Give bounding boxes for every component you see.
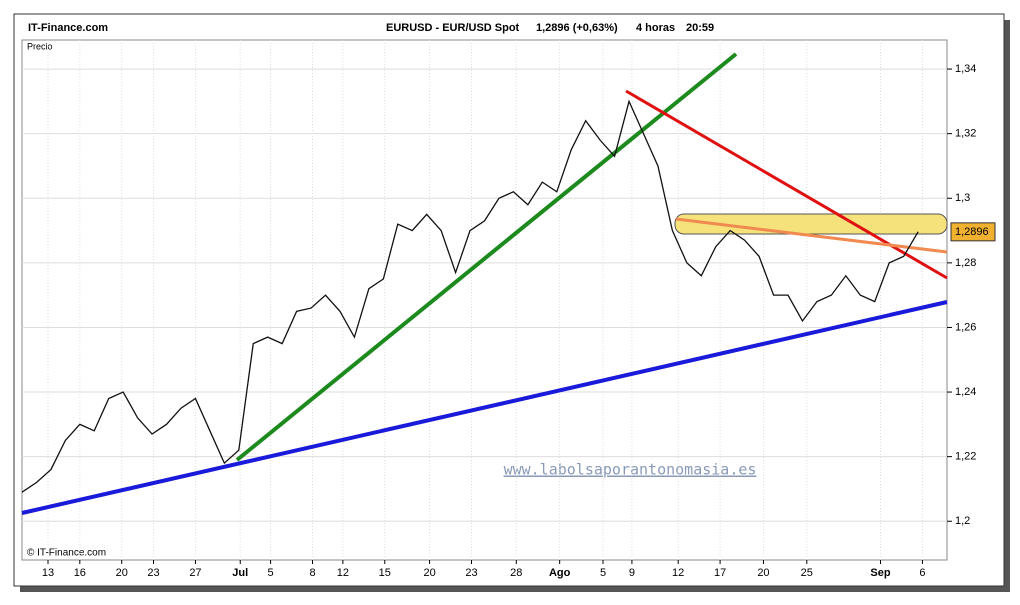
price-line xyxy=(21,99,919,493)
last-price-box xyxy=(950,222,996,242)
x-tick-label: 25 xyxy=(801,567,813,579)
x-tick-label: Jul xyxy=(232,567,248,579)
x-tick-label: 6 xyxy=(919,567,925,579)
x-tick-label: 20 xyxy=(423,567,435,579)
x-tick-label: 9 xyxy=(629,567,635,579)
x-tick-label: 20 xyxy=(116,567,128,579)
y-tick-label: 1,28 xyxy=(955,257,976,269)
x-tick-label: 28 xyxy=(510,567,522,579)
y-tick-label: 1,32 xyxy=(955,128,976,140)
x-tick-label: 5 xyxy=(600,567,606,579)
x-tick-label: 15 xyxy=(379,567,391,579)
x-tick-label: 13 xyxy=(42,567,54,579)
last-price-label: 1,2896 xyxy=(955,226,989,238)
x-tick-label: 27 xyxy=(189,567,201,579)
resistance-line xyxy=(675,217,948,254)
y-label: Precio xyxy=(27,41,53,51)
x-tick-label: 12 xyxy=(672,567,684,579)
x-tick-label: 12 xyxy=(337,567,349,579)
symbol: EURUSD - EUR/USD Spot xyxy=(386,22,520,34)
x-tick-label: 5 xyxy=(268,567,274,579)
x-tick-label: Sep xyxy=(870,567,890,579)
plot-area xyxy=(21,39,948,561)
x-tick-label: 17 xyxy=(714,567,726,579)
y-tick-label: 1,22 xyxy=(955,451,976,463)
x-tick-label: 20 xyxy=(757,567,769,579)
site: IT-Finance.com xyxy=(28,22,108,34)
uptrend-line xyxy=(235,52,738,462)
x-tick-label: 23 xyxy=(465,567,477,579)
x-tick-label: 16 xyxy=(74,567,86,579)
quote: 1,2896 (+0,63%) xyxy=(536,22,618,34)
x-tick-label: Ago xyxy=(549,567,571,579)
y-tick-label: 1,24 xyxy=(955,386,976,398)
period: 4 horas xyxy=(636,22,675,34)
support-line xyxy=(21,300,948,515)
copyright: © IT-Finance.com xyxy=(27,548,106,559)
x-tick-label: 8 xyxy=(309,567,315,579)
y-tick-label: 1,3 xyxy=(955,192,970,204)
watermark: www.labolsaporantonomasia.es xyxy=(504,461,757,479)
y-tick-label: 1,2 xyxy=(955,515,970,527)
y-tick-label: 1,34 xyxy=(955,63,976,75)
x-tick-label: 23 xyxy=(147,567,159,579)
time: 20:59 xyxy=(686,22,714,34)
y-tick-label: 1,26 xyxy=(955,321,976,333)
